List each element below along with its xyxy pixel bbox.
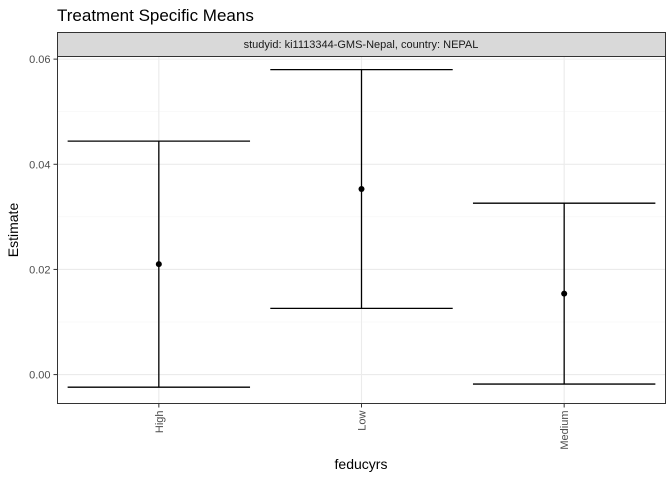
y-tick-label: 0.06 [29, 54, 50, 66]
x-tick-label: High [154, 411, 166, 434]
point-low [358, 185, 365, 192]
point-medium [561, 290, 568, 297]
y-tick-label: 0.00 [29, 370, 50, 382]
x-axis-title: feducyrs [335, 456, 388, 472]
y-tick-label: 0.02 [29, 264, 50, 276]
facet-strip [57, 32, 666, 57]
y-axis-title: Estimate [5, 203, 21, 258]
y-axis: 0.00 0.02 0.04 0.06 [29, 54, 58, 382]
x-axis: High Low Medium [154, 403, 571, 450]
x-tick-label: Medium [559, 411, 571, 450]
point-high [155, 261, 162, 268]
marks [67, 68, 656, 388]
chart-title: Treatment Specific Means [57, 6, 254, 25]
y-tick-label: 0.04 [29, 159, 50, 171]
x-tick-label: Low [357, 410, 369, 430]
facet-label: studyid: ki1113344-GMS-Nepal, country: N… [244, 39, 479, 51]
